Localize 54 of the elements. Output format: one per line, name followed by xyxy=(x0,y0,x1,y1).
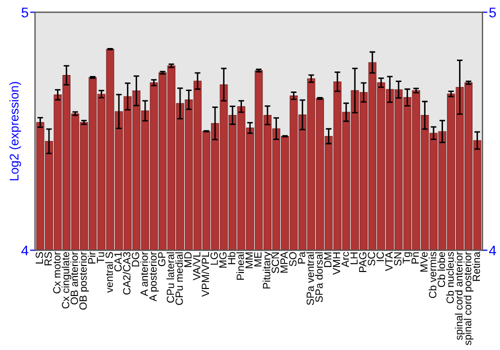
x-tick-label: PAG xyxy=(359,252,366,272)
x-tick-label: Pir xyxy=(88,252,96,264)
x-tick-label: spinal cord anterior xyxy=(454,252,465,340)
x-tick-label: Hb xyxy=(228,252,236,264)
y2-tick-label: 5 xyxy=(489,8,496,18)
x-tick-label: Retina xyxy=(472,252,480,281)
x-tick-label: LS xyxy=(36,252,44,264)
x-tick-label: SPa ventral xyxy=(306,252,314,306)
x-tick-label: A posterior xyxy=(149,252,159,302)
x-tick-label: DM xyxy=(324,252,332,267)
x-tick-label: SC xyxy=(368,252,376,266)
x-tick-label: Pa xyxy=(298,252,306,264)
x-tick-label: RS xyxy=(44,252,52,266)
x-tick-label: Arc xyxy=(342,252,349,268)
x-tick-label: IC xyxy=(376,252,384,262)
x-tick-label: spinal cord posterior xyxy=(464,252,474,346)
x-tick-label: Cb vermis xyxy=(428,252,436,298)
x-tick-label: A anterior xyxy=(140,252,148,296)
x-tick-label: MM xyxy=(246,252,253,268)
x-tick-label: CPu medial xyxy=(175,252,183,305)
x-tick-label: GP xyxy=(158,252,166,266)
x-tick-label: Cb lobe xyxy=(437,252,446,288)
x-tick-label: Pineal xyxy=(236,252,244,280)
x-tick-label: VA/VL xyxy=(192,252,200,280)
x-tick-label: OB anterior xyxy=(70,252,78,304)
x-tick-label: ventral S xyxy=(105,252,113,293)
x-tick-label: SCN xyxy=(272,252,280,274)
x-tick-label: MPA xyxy=(280,252,288,273)
x-tick-label: VMH xyxy=(332,252,340,275)
x-tick-label: SPa dorsal xyxy=(315,252,323,302)
x-tick-label: Pituitary xyxy=(262,252,272,288)
x-tick-label: CA2/CA3 xyxy=(122,252,130,295)
x-tick-label: Cx cingulate xyxy=(62,252,72,308)
x-tick-label: Tg xyxy=(402,252,412,264)
y2-tick-label: 4 xyxy=(489,246,496,256)
x-tick-label: SO xyxy=(289,252,297,266)
x-tick-label: MG xyxy=(219,252,227,268)
x-tick-label: Cx motor xyxy=(53,252,61,294)
x-tick-label: Tu xyxy=(96,252,104,264)
x-tick-label: LG xyxy=(210,252,218,265)
x-tick-label: Pn xyxy=(412,252,419,264)
x-tick-label: SN xyxy=(394,252,402,266)
x-tick-label: CPu lateral xyxy=(166,252,174,303)
x-tick-label: MVe xyxy=(420,252,428,272)
x-tick-label: Cb nucleus xyxy=(446,252,454,304)
x-tick-label: ME xyxy=(254,252,262,266)
x-tick-label: VPM/VPL xyxy=(201,252,210,297)
x-tick-label: VTA xyxy=(385,252,393,272)
x-tick-label: DG xyxy=(132,252,140,266)
x-tick-label: OB posterior xyxy=(79,252,89,310)
y-axis-title: Log2 (expression) xyxy=(9,82,22,180)
x-tick-label: MD xyxy=(184,252,192,267)
x-tick-label: LH xyxy=(350,252,358,264)
x-tick-label: CA1 xyxy=(114,252,122,272)
